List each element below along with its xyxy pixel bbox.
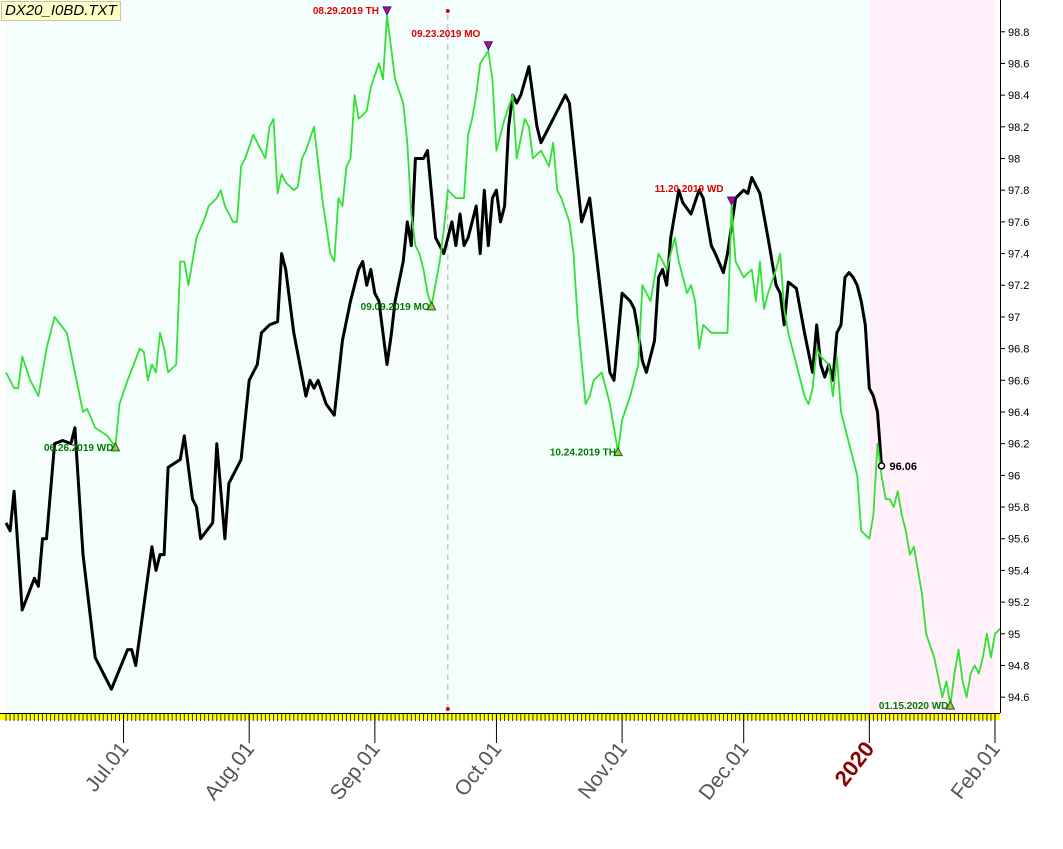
y-tick-label: 98.6 (1008, 58, 1029, 70)
y-tick-label: 97.8 (1008, 185, 1029, 197)
vertical-marker-bottom-dot (445, 707, 450, 711)
chart-background (6, 0, 995, 713)
chart-annotations: 08.29.2019 TH 09.23.2019 MO 11.20.2019 WD 0… (44, 6, 956, 712)
y-tick-label: 96.4 (1008, 407, 1029, 419)
y-axis-background (1000, 0, 1063, 715)
y-tick-label: 97.6 (1008, 217, 1029, 229)
y-tick-label: 95 (1008, 629, 1020, 641)
annotation-marker-down-3 (726, 196, 737, 207)
series-line-black (4, 65, 883, 691)
shaded-region-2 (869, 0, 995, 713)
y-tick-label: 98 (1008, 154, 1020, 166)
annotation-label-5: 09.09.2019 MO (361, 302, 430, 313)
y-tick-label: 94.8 (1008, 660, 1029, 672)
y-tick-label: 95.6 (1008, 534, 1029, 546)
chart-gridlines (445, 9, 450, 711)
last-value-label: 96.06 (890, 461, 918, 473)
y-tick-label: 98.2 (1008, 122, 1029, 134)
y-tick-label: 95.4 (1008, 565, 1029, 577)
x-axis: Jul.01 Aug.01 Sep.01 Oct.01 Nov.01 Dec.01 2020… (0, 713, 1063, 849)
y-tick-label: 96.8 (1008, 344, 1029, 356)
y-tick-label: 95.2 (1008, 597, 1029, 609)
last-value-marker (877, 462, 886, 470)
y-tick-label: 97.2 (1008, 280, 1029, 292)
chart-series: 96.06 (4, 15, 1008, 706)
annotation-label-7: 01.15.2020 WD (879, 701, 949, 712)
annotation-marker-down-1 (382, 6, 392, 17)
vertical-marker-top-dot (445, 9, 450, 13)
annotation-marker-down-2 (483, 41, 494, 51)
y-tick-label: 98.8 (1008, 27, 1029, 39)
annotation-label-2: 09.23.2019 MO (411, 29, 480, 40)
y-tick-label: 96 (1008, 470, 1020, 482)
annotation-label-3: 11.20.2019 WD (655, 184, 724, 195)
y-tick-label: 98.4 (1008, 90, 1029, 102)
chart-title: DX20_I0BD.TXT (1, 1, 121, 21)
annotation-label-4: 06.26.2019 WD (44, 443, 114, 454)
annotation-label-1: 08.29.2019 TH (313, 6, 379, 17)
shaded-region-1 (6, 0, 870, 713)
series-line-green (5, 15, 1008, 706)
y-tick-label: 97 (1008, 312, 1020, 324)
annotation-marker-up-7 (945, 699, 956, 710)
annotation-marker-up-4 (110, 441, 121, 452)
y-tick-label: 96.2 (1008, 439, 1029, 451)
y-tick-label: 95.8 (1008, 502, 1029, 514)
y-axis: 94.6 94.8 95 95.2 95.4 95.6 95.8 96 96.2 96.4 96.6… (1000, 0, 1063, 715)
y-tick-label: 97.4 (1008, 249, 1029, 261)
x-axis-background (0, 713, 1063, 849)
annotation-marker-up-5 (426, 300, 437, 311)
annotation-marker-up-6 (613, 446, 623, 457)
y-tick-label: 94.6 (1008, 692, 1029, 704)
y-tick-label: 96.6 (1008, 375, 1029, 387)
annotation-label-6: 10.24.2019 TH (550, 448, 616, 459)
